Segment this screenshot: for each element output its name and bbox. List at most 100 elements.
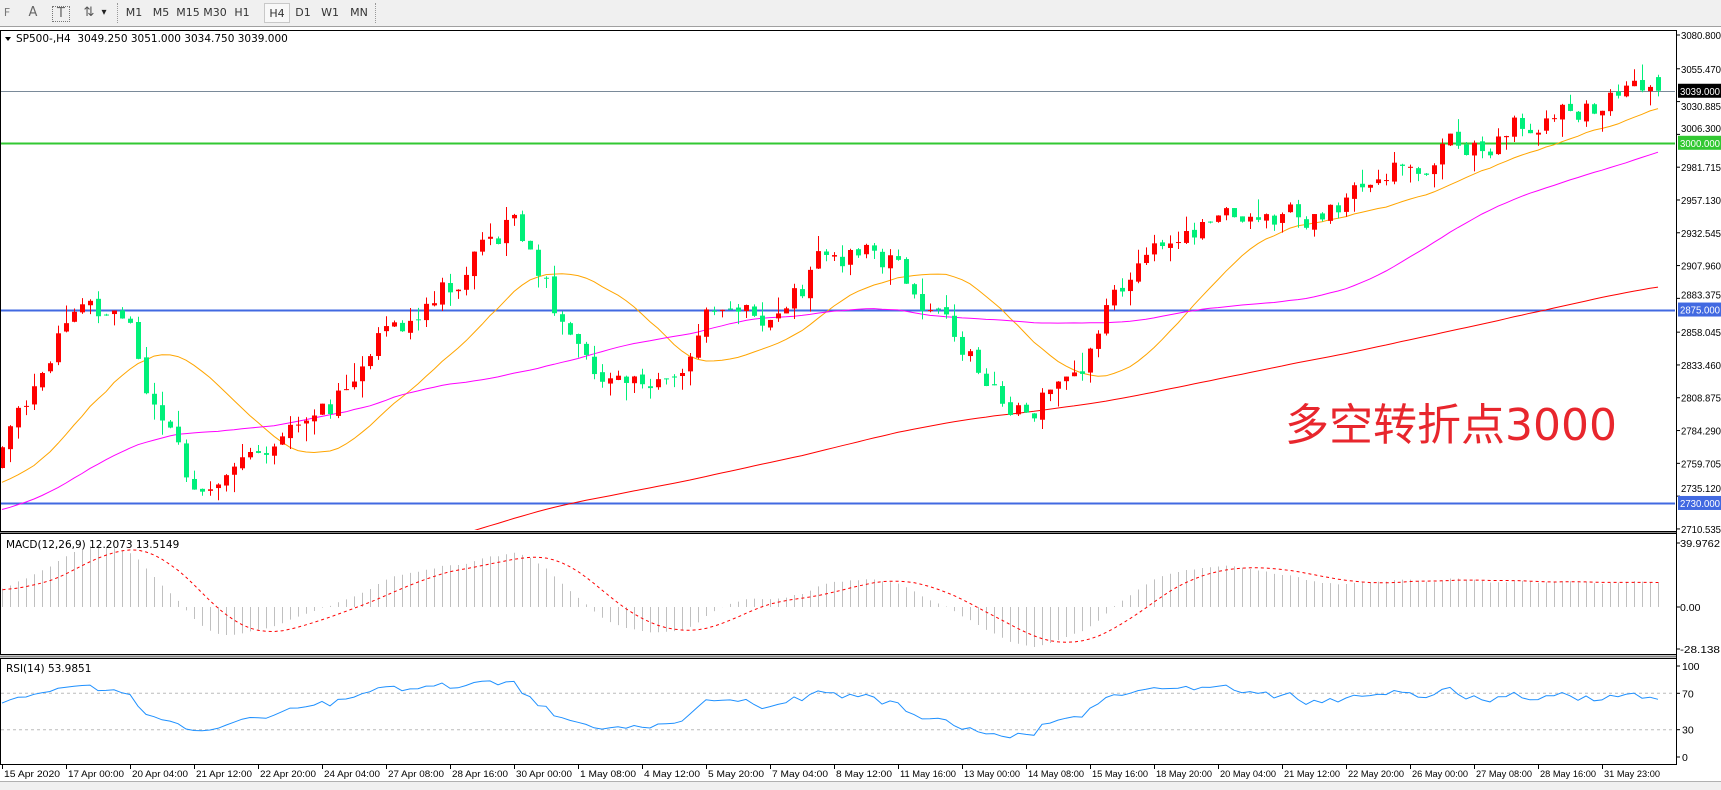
candle[interactable] [1120, 278, 1125, 297]
candle[interactable] [600, 364, 605, 388]
candle[interactable] [952, 304, 957, 342]
candle[interactable] [1208, 221, 1213, 224]
candle[interactable] [1440, 138, 1445, 180]
candle[interactable] [640, 368, 645, 389]
candle[interactable] [1200, 219, 1205, 240]
macd-signal-line[interactable] [2, 549, 1659, 643]
candle[interactable] [1472, 140, 1477, 172]
candle[interactable] [992, 371, 997, 386]
candle[interactable] [1392, 152, 1397, 185]
candle[interactable] [728, 301, 733, 310]
candle[interactable] [1432, 163, 1437, 188]
candle[interactable] [888, 249, 893, 285]
candle[interactable] [96, 291, 101, 324]
candle[interactable] [1560, 103, 1565, 137]
candle[interactable] [896, 249, 901, 261]
candle[interactable] [416, 307, 421, 331]
candle[interactable] [1184, 216, 1189, 244]
candle[interactable] [848, 248, 853, 276]
candle[interactable] [320, 403, 325, 415]
candle[interactable] [440, 277, 445, 311]
candle[interactable] [696, 324, 701, 359]
moving-average-line[interactable] [2, 286, 1659, 650]
candle[interactable] [88, 299, 93, 315]
candle[interactable] [968, 348, 973, 362]
candle[interactable] [1656, 74, 1661, 97]
candle[interactable] [1584, 100, 1589, 127]
candle[interactable] [856, 248, 861, 258]
rsi-line[interactable] [1, 680, 1659, 739]
candle[interactable] [1448, 133, 1453, 146]
candle[interactable] [680, 368, 685, 390]
candle[interactable] [432, 291, 437, 307]
candle[interactable] [1248, 213, 1253, 230]
candle[interactable] [232, 462, 237, 493]
candle[interactable] [368, 354, 373, 370]
candle[interactable] [1040, 388, 1045, 429]
candle[interactable] [336, 383, 341, 419]
candle[interactable] [304, 417, 309, 442]
candle[interactable] [1264, 213, 1269, 229]
timeframe-d1[interactable]: D1 [295, 6, 311, 19]
candle[interactable] [840, 245, 845, 273]
candle[interactable] [1552, 114, 1557, 122]
candle[interactable] [464, 266, 469, 296]
candle[interactable] [1624, 81, 1629, 98]
candle[interactable] [312, 409, 317, 435]
candle[interactable] [1488, 148, 1493, 159]
candle[interactable] [776, 297, 781, 322]
candle[interactable] [768, 319, 773, 331]
candle[interactable] [648, 378, 653, 399]
candle[interactable] [1152, 234, 1157, 262]
candle[interactable] [184, 439, 189, 482]
candle[interactable] [1016, 402, 1021, 416]
candle[interactable] [808, 266, 813, 312]
text-label-icon[interactable]: T [52, 6, 70, 22]
candle[interactable] [760, 302, 765, 332]
candle[interactable] [488, 223, 493, 246]
candle[interactable] [1176, 231, 1181, 249]
candle[interactable] [936, 307, 941, 314]
candle[interactable] [296, 416, 301, 433]
candle[interactable] [384, 316, 389, 337]
candle[interactable] [800, 284, 805, 299]
candle[interactable] [200, 488, 205, 496]
candle[interactable] [0, 446, 5, 469]
candle[interactable] [1280, 212, 1285, 233]
candle[interactable] [224, 474, 229, 492]
candle[interactable] [816, 235, 821, 270]
candle[interactable] [1544, 110, 1549, 135]
candle[interactable] [1496, 128, 1501, 155]
annotation-text[interactable]: 多空转折点3000 [1285, 400, 1617, 451]
candle[interactable] [1272, 214, 1277, 231]
candle[interactable] [104, 313, 109, 316]
candle[interactable] [480, 232, 485, 256]
candle[interactable] [8, 425, 13, 463]
candle[interactable] [456, 289, 461, 299]
candle[interactable] [1064, 376, 1069, 390]
moving-average-line[interactable] [1, 151, 1659, 510]
chevron-down-icon[interactable]: ▾ [101, 7, 107, 18]
timeframe-h4[interactable]: H4 [264, 3, 290, 23]
candle[interactable] [1408, 164, 1413, 183]
candle[interactable] [1008, 396, 1013, 416]
candle[interactable] [1168, 235, 1173, 262]
rsi-panel[interactable] [0, 658, 1677, 765]
candle[interactable] [360, 356, 365, 398]
candle[interactable] [32, 373, 37, 411]
candle[interactable] [1592, 103, 1597, 115]
candle[interactable] [1608, 89, 1613, 116]
candle[interactable] [280, 432, 285, 446]
candle[interactable] [392, 320, 397, 328]
candle[interactable] [1256, 199, 1261, 223]
candle[interactable] [880, 248, 885, 274]
candle[interactable] [448, 273, 453, 306]
candle[interactable] [72, 308, 77, 323]
candle[interactable] [120, 307, 125, 319]
candle[interactable] [1304, 216, 1309, 230]
candle[interactable] [136, 316, 141, 360]
candle[interactable] [168, 419, 173, 429]
candle[interactable] [872, 243, 877, 260]
candle[interactable] [1224, 207, 1229, 221]
candle[interactable] [984, 368, 989, 387]
